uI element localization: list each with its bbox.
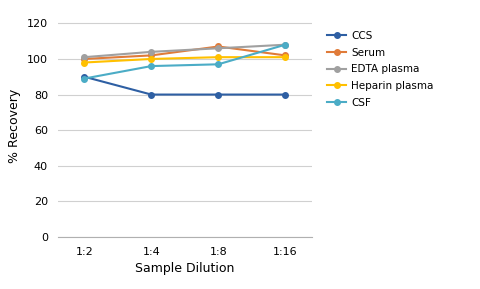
CCS <box>82 75 87 79</box>
CSF <box>282 43 288 47</box>
EDTA plasma <box>82 55 87 59</box>
CSF <box>82 77 87 80</box>
CSF <box>148 64 154 68</box>
EDTA plasma <box>216 47 221 50</box>
Serum <box>148 54 154 57</box>
Line: CCS: CCS <box>82 74 288 97</box>
Heparin plasma <box>148 57 154 61</box>
Line: EDTA plasma: EDTA plasma <box>82 42 288 60</box>
EDTA plasma <box>148 50 154 53</box>
Legend: CCS, Serum, EDTA plasma, Heparin plasma, CSF: CCS, Serum, EDTA plasma, Heparin plasma,… <box>327 31 434 108</box>
CCS <box>216 93 221 96</box>
Serum <box>282 54 288 57</box>
Line: Heparin plasma: Heparin plasma <box>82 54 288 65</box>
Serum <box>82 57 87 61</box>
Line: CSF: CSF <box>82 42 288 81</box>
CSF <box>216 62 221 66</box>
Line: Serum: Serum <box>82 44 288 62</box>
Serum <box>216 45 221 48</box>
EDTA plasma <box>282 43 288 47</box>
Heparin plasma <box>282 55 288 59</box>
Y-axis label: % Recovery: % Recovery <box>8 89 21 163</box>
Heparin plasma <box>216 55 221 59</box>
CCS <box>282 93 288 96</box>
Heparin plasma <box>82 61 87 64</box>
X-axis label: Sample Dilution: Sample Dilution <box>135 262 235 275</box>
CCS <box>148 93 154 96</box>
